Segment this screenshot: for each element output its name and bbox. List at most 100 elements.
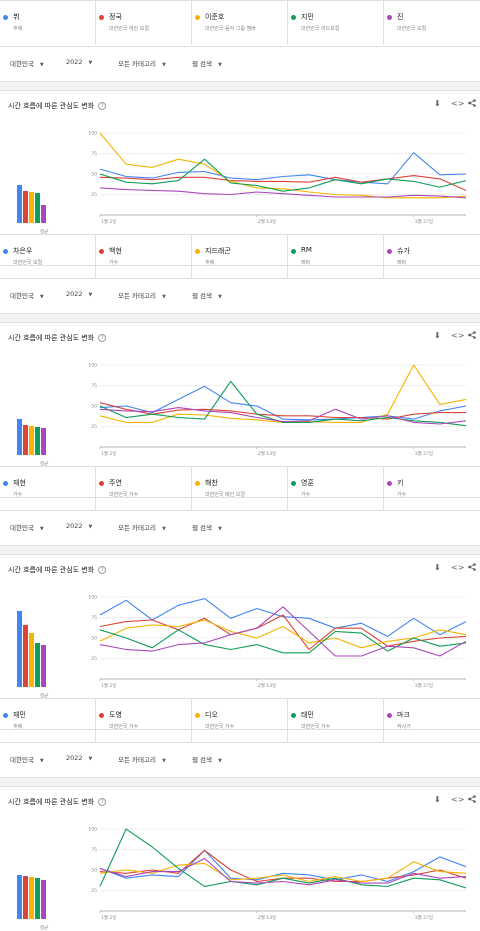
search-term-card[interactable]: 주연 대한민국 가수 bbox=[96, 467, 192, 511]
search-type-value: 웹 검색 bbox=[192, 60, 213, 68]
series-dot bbox=[195, 713, 200, 718]
y-tick-label: 50 bbox=[91, 868, 97, 874]
year-value: 2022 bbox=[66, 522, 83, 530]
search-term-card[interactable]: 이준호 대한민국 음악 그룹 멤버 bbox=[192, 1, 288, 45]
series-dot bbox=[195, 481, 200, 486]
category-value: 모든 카테고리 bbox=[118, 524, 156, 532]
series-dot bbox=[291, 713, 296, 718]
year-dropdown[interactable]: 2022 ▼ bbox=[66, 290, 92, 298]
search-type-dropdown[interactable]: 웹 검색 ▼ bbox=[192, 58, 222, 68]
embed-icon[interactable]: <> bbox=[451, 331, 465, 340]
region-dropdown[interactable]: 대한민국 ▼ bbox=[10, 290, 44, 300]
search-term-card[interactable]: 영훈 가수 bbox=[288, 467, 384, 511]
search-term-card[interactable]: 디오 대한민국 가수 bbox=[192, 699, 288, 743]
embed-icon[interactable]: <> bbox=[451, 795, 465, 804]
series-line-2 bbox=[99, 175, 467, 191]
search-term-name: 키 bbox=[397, 479, 404, 487]
category-dropdown[interactable]: 모든 카테고리 ▼ bbox=[118, 754, 166, 764]
download-icon[interactable]: ⬇ bbox=[434, 331, 441, 340]
search-term-card[interactable]: 차은우 대한민국 보컬 bbox=[0, 235, 96, 279]
caret-down-icon: ▼ bbox=[88, 60, 93, 66]
help-icon[interactable]: ? bbox=[98, 566, 107, 574]
search-term-card[interactable]: RM 래퍼 bbox=[288, 235, 384, 279]
series-line-1 bbox=[99, 152, 467, 185]
series-dot bbox=[99, 15, 104, 20]
search-term-card[interactable]: 재민 주제 bbox=[0, 699, 96, 743]
y-tick-label: 75 bbox=[91, 615, 97, 621]
help-icon[interactable]: ? bbox=[98, 798, 107, 806]
download-icon[interactable]: ⬇ bbox=[434, 795, 441, 804]
panel-title: 시간 흐름에 따른 관심도 변화? bbox=[8, 565, 107, 575]
series-dot bbox=[99, 481, 104, 486]
region-value: 대한민국 bbox=[10, 292, 34, 300]
search-type-dropdown[interactable]: 웹 검색 ▼ bbox=[192, 754, 222, 764]
interest-line-chart[interactable]: 100 75 50 25 1월 2일 2월 13일 3월 27일 bbox=[82, 127, 472, 231]
year-dropdown[interactable]: 2022 ▼ bbox=[66, 58, 92, 66]
year-dropdown[interactable]: 2022 ▼ bbox=[66, 522, 92, 530]
search-term-type: 대한민국 에인 보컬 bbox=[109, 26, 149, 32]
series-line-3 bbox=[99, 132, 467, 199]
search-term-card[interactable]: 재현 가수 bbox=[0, 467, 96, 511]
search-term-card[interactable]: 백현 가수 bbox=[96, 235, 192, 279]
search-term-type: 대한민국 리드보컬 bbox=[301, 26, 340, 32]
help-icon[interactable]: ? bbox=[98, 102, 107, 110]
search-term-card[interactable]: 도영 대한민국 가수 bbox=[96, 699, 192, 743]
series-line-4 bbox=[99, 629, 467, 654]
average-bar bbox=[41, 880, 46, 919]
caret-down-icon: ▼ bbox=[39, 62, 44, 68]
region-dropdown[interactable]: 대한민국 ▼ bbox=[10, 522, 44, 532]
panel-title: 시간 흐름에 따른 관심도 변화? bbox=[8, 797, 107, 807]
x-tick-label: 2월 13일 bbox=[258, 682, 276, 689]
category-dropdown[interactable]: 모든 카테고리 ▼ bbox=[118, 290, 166, 300]
search-term-card[interactable]: 뷔 주제 bbox=[0, 1, 96, 45]
caret-down-icon: ▼ bbox=[39, 758, 44, 764]
average-bar bbox=[35, 878, 40, 919]
embed-icon[interactable]: <> bbox=[451, 563, 465, 572]
year-dropdown[interactable]: 2022 ▼ bbox=[66, 754, 92, 762]
search-term-card[interactable]: 슈가 래퍼 bbox=[384, 235, 480, 279]
y-tick-label: 75 bbox=[91, 151, 97, 157]
share-icon[interactable] bbox=[468, 795, 476, 805]
y-tick-label: 50 bbox=[91, 636, 97, 642]
search-term-type: 대한민국 메인 보컬 bbox=[205, 492, 245, 498]
chart-svg: 100 75 50 25 1월 2일 2월 13일 3월 27일 bbox=[88, 827, 467, 921]
search-term-card[interactable]: 태민 대한민국 가수 bbox=[288, 699, 384, 743]
caret-down-icon: ▼ bbox=[218, 294, 222, 300]
search-term-card[interactable]: 진 대한민국 보컬 bbox=[384, 1, 480, 45]
category-dropdown[interactable]: 모든 카테고리 ▼ bbox=[118, 58, 166, 68]
caret-down-icon: ▼ bbox=[39, 294, 44, 300]
category-value: 모든 카테고리 bbox=[118, 60, 156, 68]
share-icon[interactable] bbox=[468, 563, 476, 573]
average-bar bbox=[17, 611, 22, 687]
interest-line-chart[interactable]: 100 75 50 25 1월 2일 2월 13일 3월 27일 bbox=[82, 359, 472, 463]
interest-line-chart[interactable]: 100 75 50 25 1월 2일 2월 13일 3월 27일 bbox=[82, 591, 472, 695]
interest-line-chart[interactable]: 100 75 50 25 1월 2일 2월 13일 3월 27일 bbox=[82, 823, 472, 927]
search-term-card[interactable]: 지민 대한민국 리드보컬 bbox=[288, 1, 384, 45]
embed-icon[interactable]: <> bbox=[451, 99, 465, 108]
caret-down-icon: ▼ bbox=[161, 294, 166, 300]
search-term-card[interactable]: 해찬 대한민국 메인 보컬 bbox=[192, 467, 288, 511]
download-icon[interactable]: ⬇ bbox=[434, 99, 441, 108]
download-icon[interactable]: ⬇ bbox=[434, 563, 441, 572]
y-tick-label: 25 bbox=[91, 192, 97, 198]
region-dropdown[interactable]: 대한민국 ▼ bbox=[10, 754, 44, 764]
search-term-name: 마크 bbox=[397, 711, 410, 719]
search-type-dropdown[interactable]: 웹 검색 ▼ bbox=[192, 522, 222, 532]
share-icon[interactable] bbox=[468, 99, 476, 109]
share-icon[interactable] bbox=[468, 331, 476, 341]
search-type-dropdown[interactable]: 웹 검색 ▼ bbox=[192, 290, 222, 300]
region-dropdown[interactable]: 대한민국 ▼ bbox=[10, 58, 44, 68]
y-tick-label: 50 bbox=[91, 404, 97, 410]
search-term-type: 가수 bbox=[397, 492, 407, 498]
category-dropdown[interactable]: 모든 카테고리 ▼ bbox=[118, 522, 166, 532]
search-term-card[interactable]: 지드래곤 주제 bbox=[192, 235, 288, 279]
region-value: 대한민국 bbox=[10, 60, 34, 68]
search-term-card[interactable]: 마크 작사가 bbox=[384, 699, 480, 743]
legend-row-2: 차은우 대한민국 보컬 백현 가수 지드래곤 주제 RM 래퍼 슈가 래퍼 bbox=[0, 234, 480, 279]
search-term-name: 진 bbox=[397, 13, 404, 21]
series-line-1 bbox=[99, 849, 467, 883]
search-term-card[interactable]: 정국 대한민국 에인 보컬 bbox=[96, 1, 192, 45]
filter-bar: 대한민국 ▼ 2022 ▼ 모든 카테고리 ▼ 웹 검색 ▼ bbox=[0, 510, 480, 546]
help-icon[interactable]: ? bbox=[98, 334, 107, 342]
